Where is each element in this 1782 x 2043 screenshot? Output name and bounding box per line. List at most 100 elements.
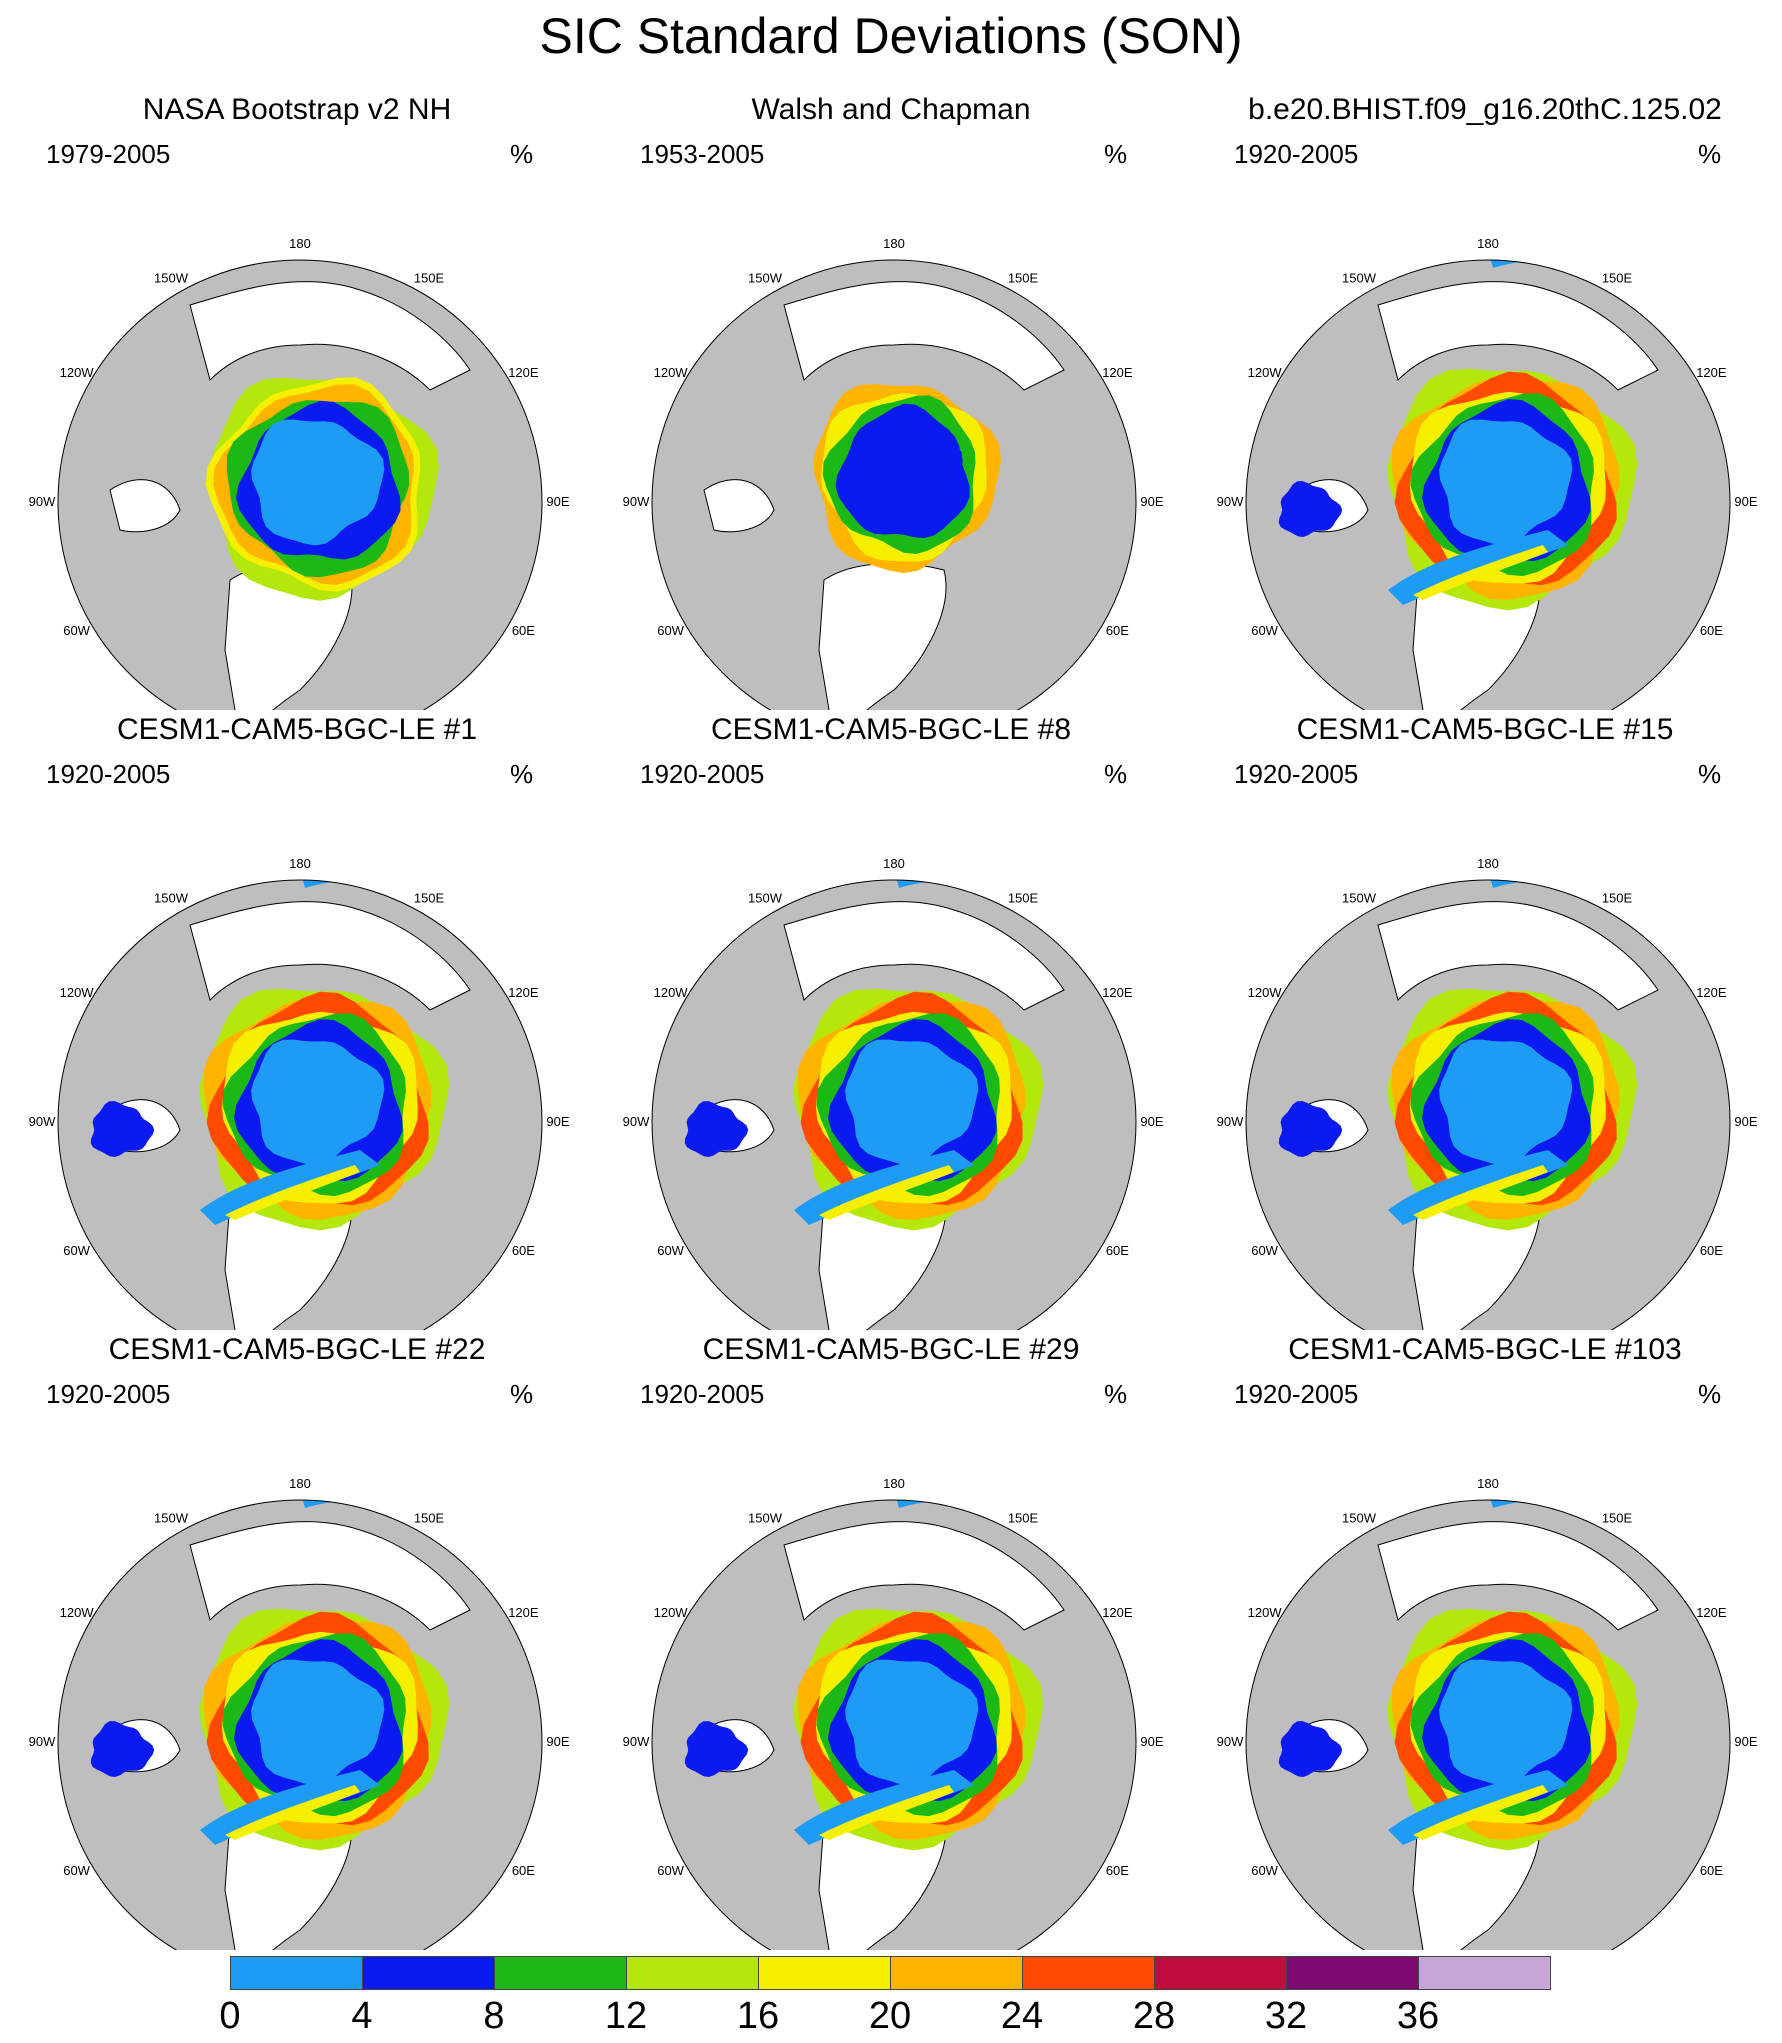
panel-period: 1920-2005: [640, 759, 765, 789]
longitude-label: 150W: [154, 891, 189, 906]
map-boundary: [1245, 259, 1731, 710]
colorbar: 0 4 8 12 16 20 24 28 32 36: [219, 1956, 1551, 2037]
longitude-label: 180: [289, 856, 311, 871]
panel-title: CESM1-CAM5-BGC-LE #29: [702, 1333, 1080, 1366]
longitude-label: 150E: [1008, 271, 1039, 286]
longitude-label: 90E: [546, 494, 569, 509]
sic-contour-band: [251, 419, 385, 546]
colorbar-tick-label: 28: [1132, 1995, 1176, 2037]
longitude-label: 150W: [748, 1511, 783, 1526]
panel-le-15: 180150E120E90E60E30E030W60W90W120W150WCE…: [1188, 710, 1782, 1330]
longitude-label: 60E: [512, 623, 535, 638]
polar-map: 180150E120E90E60E30E030W60W90W120W150W: [1217, 856, 1758, 1330]
sic-contour-band: [845, 1039, 979, 1166]
longitude-label: 120E: [1696, 1605, 1727, 1620]
panel-period: 1920-2005: [1234, 1379, 1359, 1409]
longitude-label: 60E: [512, 1863, 535, 1878]
sic-contour-band: [849, 419, 963, 525]
longitude-label: 90E: [1140, 494, 1163, 509]
sic-contour-band: [225, 1785, 360, 1840]
sic-contour-band: [300, 1500, 400, 1508]
longitude-label: 90W: [29, 494, 56, 509]
longitude-label: 120E: [1696, 365, 1727, 380]
longitude-label: 150W: [1342, 271, 1377, 286]
sic-contour-band: [225, 1165, 360, 1220]
colorbar-swatch: [494, 1956, 627, 1990]
longitude-label: 120E: [1102, 365, 1133, 380]
panel-title: CESM1-CAM5-BGC-LE #8: [710, 713, 1072, 746]
longitude-label: 60E: [1106, 1863, 1129, 1878]
longitude-label: 60E: [1106, 623, 1129, 638]
colorbar-swatch: [230, 1956, 363, 1990]
colorbar-tick-label: 12: [604, 1995, 648, 2037]
longitude-label: 180: [883, 1476, 905, 1491]
sic-contour-band: [1488, 260, 1588, 268]
panel-le-8: 180150E120E90E60E30E030W60W90W120W150WCE…: [594, 710, 1188, 1330]
colorbar-swatch: [362, 1956, 495, 1990]
sic-contour-band: [684, 1721, 749, 1777]
ocean-region: [189, 281, 471, 391]
longitude-label: 150E: [1602, 1511, 1633, 1526]
longitude-label: 60W: [657, 1863, 684, 1878]
ocean-region: [783, 281, 1065, 391]
sic-contour-band: [1413, 545, 1548, 600]
longitude-label: 60E: [1106, 1243, 1129, 1258]
polar-map: 180150E120E90E60E30E030W60W90W120W150W: [29, 236, 570, 710]
panel-period: 1920-2005: [46, 759, 171, 789]
sic-contour-band: [1488, 1500, 1588, 1508]
colorbar-tick-label: 4: [351, 1995, 373, 2037]
map-boundary: [651, 879, 1137, 1330]
panel-units: %: [510, 759, 534, 789]
sic-contour-band: [90, 1721, 155, 1777]
ocean-region: [189, 901, 471, 1011]
colorbar-tick-label: 8: [483, 1995, 505, 2037]
longitude-label: 180: [289, 1476, 311, 1491]
panel-le-1: 180150E120E90E60E30E030W60W90W120W150WCE…: [0, 710, 594, 1330]
ocean-region: [1377, 901, 1659, 1011]
longitude-label: 120W: [1248, 985, 1283, 1000]
colorbar-swatch: [1418, 1956, 1551, 1990]
longitude-label: 60E: [1700, 1243, 1723, 1258]
colorbar-swatch: [1154, 1956, 1287, 1990]
longitude-label: 150W: [154, 271, 189, 286]
panel-period: 1920-2005: [1234, 139, 1359, 169]
panel-period: 1920-2005: [1234, 759, 1359, 789]
colorbar-tick-label: 0: [219, 1995, 241, 2037]
longitude-label: 60E: [512, 1243, 535, 1258]
panel-units: %: [1698, 139, 1722, 169]
longitude-label: 90E: [1140, 1734, 1163, 1749]
longitude-label: 60E: [1700, 623, 1723, 638]
panel-le-103: 180150E120E90E60E30E030W60W90W120W150WCE…: [1188, 1330, 1782, 1950]
polar-map: 180150E120E90E60E30E030W60W90W120W150W: [1217, 1476, 1758, 1950]
colorbar-tick-label: 32: [1264, 1995, 1308, 2037]
sic-contour-band: [90, 1101, 155, 1157]
longitude-label: 60E: [1700, 1863, 1723, 1878]
polar-map: 180150E120E90E60E30E030W60W90W120W150W: [29, 856, 570, 1330]
longitude-label: 120E: [508, 985, 539, 1000]
longitude-label: 90W: [29, 1734, 56, 1749]
longitude-label: 180: [1477, 236, 1499, 251]
colorbar-swatch: [890, 1956, 1023, 1990]
panel-units: %: [1104, 139, 1128, 169]
panel-nasa-bootstrap: 180150E120E90E60E30E030W60W90W120W150WNA…: [0, 90, 594, 710]
longitude-label: 90E: [1734, 1734, 1757, 1749]
sic-contour-band: [1439, 1659, 1573, 1786]
panel-period: 1920-2005: [46, 1379, 171, 1409]
sic-contour-band: [894, 1500, 994, 1508]
longitude-label: 180: [289, 236, 311, 251]
sic-contour-band: [1439, 419, 1573, 546]
sic-contour-band: [300, 880, 400, 888]
longitude-label: 150E: [414, 891, 445, 906]
map-boundary: [57, 1499, 543, 1950]
longitude-label: 60W: [657, 1243, 684, 1258]
panel-title: CESM1-CAM5-BGC-LE #22: [108, 1333, 486, 1366]
map-boundary: [1245, 1499, 1731, 1950]
panel-title: CESM1-CAM5-BGC-LE #1: [116, 713, 478, 746]
sic-contour-band: [251, 1039, 385, 1166]
sic-contour-band: [1413, 1785, 1548, 1840]
colorbar-tick-label: 16: [736, 1995, 780, 2037]
longitude-label: 120E: [508, 365, 539, 380]
longitude-label: 90W: [29, 1114, 56, 1129]
panel-units: %: [1698, 1379, 1722, 1409]
sic-contour-band: [1278, 1101, 1343, 1157]
